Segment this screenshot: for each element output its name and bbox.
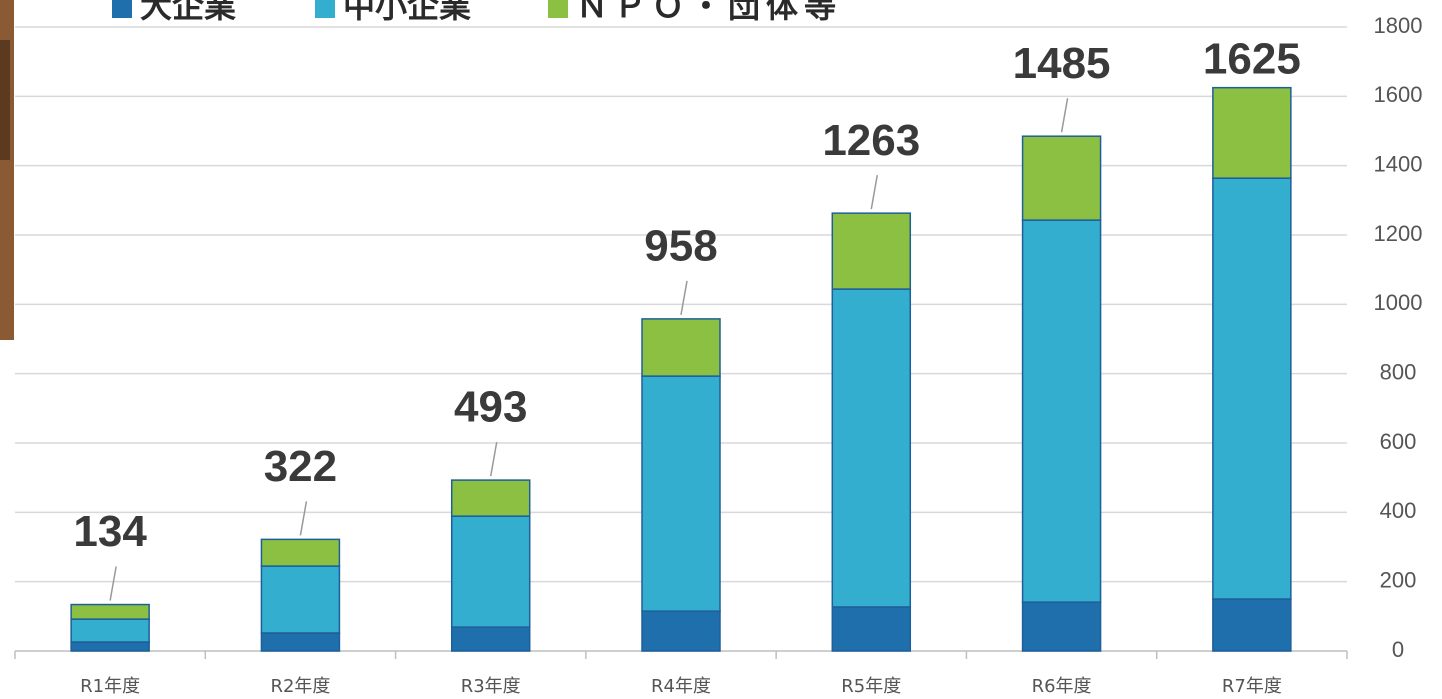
- bar-segment: [1213, 599, 1291, 651]
- bar-segment: [1213, 88, 1291, 178]
- y-tick-label: 1000: [1374, 290, 1423, 315]
- bar-segment: [1023, 220, 1101, 602]
- x-tick-label: R1年度: [80, 676, 140, 697]
- bar-segment: [261, 633, 339, 651]
- x-tick-label: R5年度: [841, 676, 901, 697]
- bar-segment: [261, 566, 339, 633]
- photo-fragment: [0, 40, 10, 160]
- x-tick-label: R6年度: [1032, 676, 1092, 697]
- bar-segment: [832, 289, 910, 607]
- x-tick-label: R3年度: [461, 676, 521, 697]
- bar-segment: [1023, 602, 1101, 651]
- leader-line: [300, 501, 306, 535]
- x-tick-label: R4年度: [651, 676, 711, 697]
- y-tick-label: 200: [1380, 567, 1417, 592]
- bar-segment: [261, 539, 339, 566]
- x-tick-label: R2年度: [270, 676, 330, 697]
- total-label: 1485: [1013, 39, 1111, 88]
- legend-label: ＮＰＯ・団体等: [576, 0, 842, 25]
- bar-segment: [832, 213, 910, 289]
- y-tick-label: 0: [1392, 637, 1404, 662]
- bar-segment: [832, 607, 910, 651]
- legend-swatch: [112, 0, 132, 18]
- bar-segment: [642, 376, 720, 611]
- legend-swatch: [315, 0, 335, 18]
- total-label: 1625: [1203, 35, 1301, 84]
- bar-segment: [1023, 136, 1101, 220]
- x-tick-label: R7年度: [1222, 676, 1282, 697]
- legend-swatch: [548, 0, 568, 18]
- legend-label: 大企業: [140, 0, 236, 25]
- y-tick-label: 400: [1380, 498, 1417, 523]
- bar-segment: [642, 611, 720, 651]
- y-tick-label: 1400: [1374, 151, 1423, 176]
- total-label: 493: [454, 383, 527, 432]
- bar-segment: [452, 516, 530, 627]
- y-tick-label: 800: [1380, 359, 1417, 384]
- total-label: 134: [73, 507, 147, 556]
- legend-label: 中小企業: [343, 0, 471, 25]
- bar-segment: [1213, 178, 1291, 599]
- y-tick-label: 1600: [1374, 82, 1423, 107]
- leader-line: [871, 175, 877, 209]
- leader-line: [1062, 98, 1068, 132]
- y-tick-label: 1800: [1374, 13, 1423, 38]
- y-tick-label: 1200: [1374, 221, 1423, 246]
- bar-segment: [71, 642, 149, 651]
- y-tick-label: 600: [1380, 429, 1417, 454]
- total-label: 958: [644, 222, 717, 271]
- bar-segment: [642, 319, 720, 376]
- total-label: 322: [264, 442, 337, 491]
- leader-line: [681, 281, 687, 315]
- bar-segment: [452, 480, 530, 516]
- leader-line: [110, 567, 116, 601]
- bar-segment: [71, 605, 149, 620]
- bar-segment: [71, 619, 149, 642]
- chart: 0 200 400 600 800 1000 1200 1400 1600 1800 134 R1年度…: [0, 0, 1442, 699]
- bar-segment: [452, 627, 530, 651]
- leader-line: [491, 442, 497, 476]
- total-label: 1263: [822, 116, 920, 165]
